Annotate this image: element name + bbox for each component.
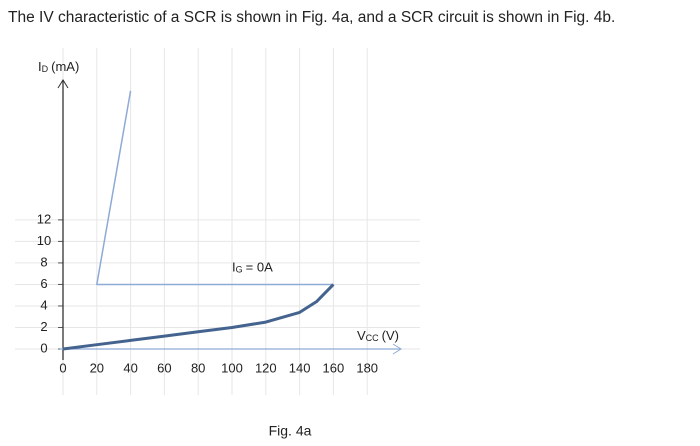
- annotation: IG = 0A: [232, 260, 273, 275]
- series-line: [62, 283, 335, 351]
- label-sub: G: [236, 265, 243, 275]
- label-sub: D: [42, 64, 49, 74]
- x-tick-label: 160: [323, 360, 345, 375]
- x-tick-label: 0: [59, 360, 66, 375]
- label-sub: CC: [366, 333, 379, 343]
- y-tick-label: 12: [37, 211, 51, 226]
- question-text: The IV characteristic of a SCR is shown …: [8, 9, 615, 26]
- label-main: I: [38, 59, 42, 74]
- y-tick-label: 0: [40, 340, 47, 355]
- x-tick-label: 60: [157, 360, 171, 375]
- x-tick-label: 80: [191, 360, 205, 375]
- y-tick-label: 4: [40, 297, 47, 312]
- series-line: [96, 90, 334, 286]
- x-tick-label: 140: [289, 360, 311, 375]
- label-unit: (V): [382, 328, 399, 343]
- label-unit: = 0A: [246, 260, 273, 275]
- axis-label: ID (mA): [38, 59, 79, 74]
- label-main: I: [232, 260, 236, 275]
- x-tick-label: 40: [123, 360, 137, 375]
- label-main: V: [357, 328, 366, 343]
- x-tick-label: 180: [356, 360, 378, 375]
- y-tick-label: 8: [40, 254, 47, 269]
- figure-caption: Fig. 4a: [269, 423, 312, 439]
- x-tick-label: 120: [255, 360, 277, 375]
- x-tick-label: 20: [90, 360, 104, 375]
- x-tick-label: 100: [221, 360, 243, 375]
- y-axis-arrow: [57, 79, 69, 89]
- x-axis-arrow: [392, 343, 402, 355]
- label-unit: (mA): [51, 59, 79, 74]
- y-tick-label: 2: [40, 319, 47, 334]
- y-tick-label: 6: [40, 276, 47, 291]
- axis-label: VCC (V): [357, 328, 399, 343]
- y-tick-label: 10: [37, 233, 51, 248]
